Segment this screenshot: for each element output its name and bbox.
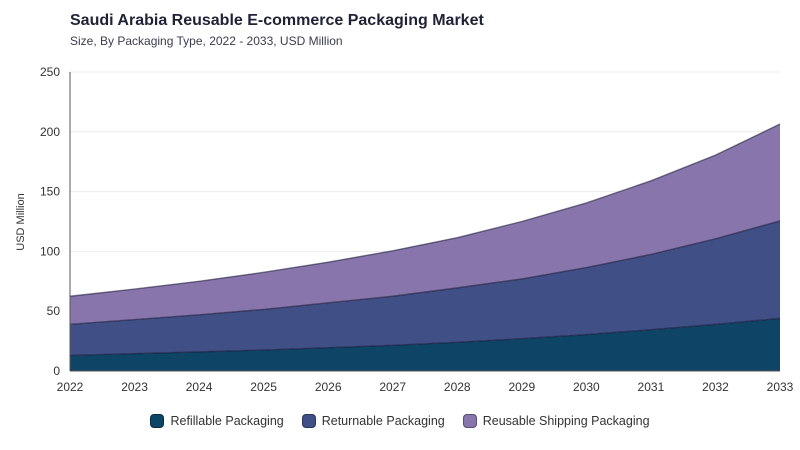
y-tick-label: 250 [40,65,60,79]
series-line-1 [69,317,781,357]
legend: Refillable Packaging Returnable Packaging… [0,414,800,428]
y-tick-label: 150 [40,185,60,199]
legend-label: Reusable Shipping Packaging [482,414,650,428]
y-tick-label: 200 [40,125,60,139]
legend-item-3: Reusable Shipping Packaging [462,414,650,428]
series-lines-group [69,123,781,357]
area-series-3 [70,124,780,325]
y-tick-label: 50 [47,304,61,318]
y-axis-label: USD Million [15,193,27,250]
stacked-area-chart: 0 50 100 150 200 250 2022 2023 2024 2025 2026 2027 2… [15,65,794,394]
series-line-2 [69,220,781,326]
x-tick-label: 2023 [121,380,148,394]
chart-subtitle: Size, By Packaging Type, 2022 - 2033, US… [70,34,343,48]
legend-swatch [301,414,316,428]
area-series-group [70,124,780,371]
x-tick-label: 2032 [702,380,729,394]
x-tick-label: 2025 [250,380,277,394]
legend-swatch [150,414,165,428]
area-series-2 [70,220,780,356]
legend-label: Refillable Packaging [170,414,284,428]
x-tick-label: 2026 [315,380,342,394]
legend-item-1: Refillable Packaging [150,414,284,428]
x-tick-label: 2030 [573,380,600,394]
chart-title: Saudi Arabia Reusable E-commerce Packagi… [70,12,484,29]
x-tick-label: 2033 [767,380,794,394]
legend-label: Returnable Packaging [321,414,445,428]
x-tick-label: 2031 [638,380,665,394]
legend-swatch [462,414,477,428]
x-tick-label: 2028 [444,380,471,394]
legend-item-2: Returnable Packaging [301,414,445,428]
x-tick-label: 2022 [57,380,84,394]
tick-labels: 0 50 100 150 200 250 2022 2023 2024 2025 2026 2027 2… [40,65,794,394]
x-tick-label: 2024 [186,380,213,394]
y-tick-label: 100 [40,244,60,258]
y-tick-label: 0 [53,364,60,378]
x-tick-label: 2029 [508,380,535,394]
x-tick-label: 2027 [379,380,406,394]
series-line-3 [69,123,781,297]
area-series-1 [70,318,780,371]
axes [69,72,780,372]
